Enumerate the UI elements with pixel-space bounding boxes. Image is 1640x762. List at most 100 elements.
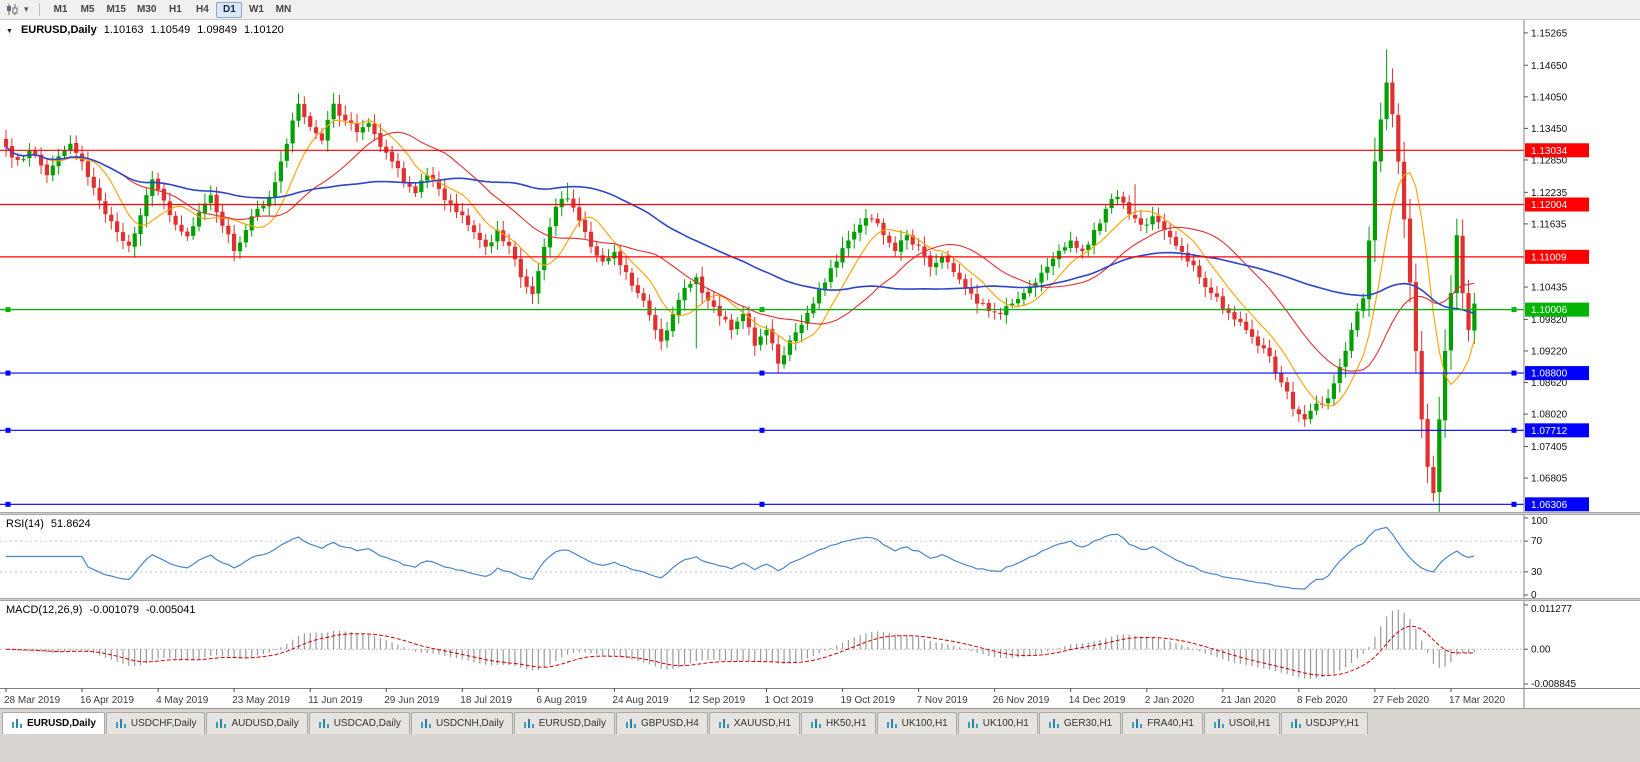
chart-tab-5[interactable]: EURUSD,Daily xyxy=(513,712,615,734)
chart-tab-14[interactable]: USDJPY,H1 xyxy=(1280,712,1369,734)
price-tick: 1.08620 xyxy=(1531,378,1568,389)
candlestick-chart-icon[interactable] xyxy=(5,3,20,16)
time-axis[interactable]: 28 Mar 2019 16 Apr 2019 4 May 2019 23 May 2… xyxy=(0,688,1640,708)
date-tick-label: 18 Jul 2019 xyxy=(460,695,512,706)
hline-handle[interactable] xyxy=(1511,427,1517,433)
chart-tab-icon xyxy=(718,719,729,728)
price-axis[interactable]: 1.15265 1.14650 1.14050 1.13450 1.12850 1.122… xyxy=(1523,20,1589,512)
hline-handle[interactable] xyxy=(759,370,765,376)
chart-tab-label: USDJPY,H1 xyxy=(1305,718,1360,729)
date-tick-label: 28 Mar 2019 xyxy=(4,695,61,706)
price-tick: 1.14650 xyxy=(1531,61,1568,72)
date-tick-label: 8 Feb 2020 xyxy=(1297,695,1348,706)
top-toolbar: ▾ M1 M5 M15 M30 H1 H4 D1 W1 MN xyxy=(0,0,1640,20)
macd-tick: 0.011277 xyxy=(1531,604,1572,615)
chart-tab-13[interactable]: USOil,H1 xyxy=(1203,712,1280,734)
chart-tab-label: UK100,H1 xyxy=(982,718,1029,729)
price-level-box-label: 1.13034 xyxy=(1531,146,1568,157)
timeframe-button-w1[interactable]: W1 xyxy=(243,2,269,18)
date-tick-label: 19 Oct 2019 xyxy=(841,695,896,706)
chart-tab-9[interactable]: UK100,H1 xyxy=(876,712,957,734)
chart-tab-11[interactable]: GER30,H1 xyxy=(1038,712,1122,734)
hline-handle[interactable] xyxy=(1511,307,1517,313)
price-tick: 1.12850 xyxy=(1531,155,1568,166)
chevron-down-icon[interactable]: ▾ xyxy=(24,4,29,14)
chart-tab-1[interactable]: USDCHF,Daily xyxy=(105,712,206,734)
hline-handle[interactable] xyxy=(5,307,11,313)
macd-indicator-canvas[interactable]: 0.011277 0.00 -0.008845 xyxy=(0,601,1640,688)
hline-handle[interactable] xyxy=(5,370,11,376)
chart-tab-label: GER30,H1 xyxy=(1063,718,1113,729)
hline-handle[interactable] xyxy=(759,501,765,507)
chart-tab-label: UK100,H1 xyxy=(901,718,948,729)
timeframe-button-m30[interactable]: M30 xyxy=(132,2,161,18)
timeframe-button-h1[interactable]: H1 xyxy=(162,2,188,18)
price-tick: 1.07405 xyxy=(1531,442,1568,453)
timeframe-button-m5[interactable]: M5 xyxy=(75,2,101,18)
timeframe-button-mn[interactable]: MN xyxy=(270,2,296,18)
pane-divider[interactable] xyxy=(0,598,1640,601)
timeframe-button-m15[interactable]: M15 xyxy=(102,2,131,18)
hline-handle[interactable] xyxy=(1511,501,1517,507)
chart-tab-label: USOil,H1 xyxy=(1228,718,1271,729)
window-bottom-strip xyxy=(0,734,1640,762)
chart-tab-10[interactable]: UK100,H1 xyxy=(957,712,1038,734)
pane-divider[interactable] xyxy=(0,512,1640,515)
chart-tab-6[interactable]: GBPUSD,H4 xyxy=(615,712,708,734)
chart-tab-label: GBPUSD,H4 xyxy=(640,718,699,729)
price-tick: 1.10435 xyxy=(1531,283,1568,294)
chart-tab-icon xyxy=(216,719,227,728)
moving-average-21 xyxy=(5,131,1475,372)
date-tick-label: 14 Dec 2019 xyxy=(1069,695,1126,706)
chart-tab-label: USDCHF,Daily xyxy=(130,718,197,729)
chart-tab-icon xyxy=(318,719,329,728)
chart-tab-label: AUDUSD,Daily xyxy=(231,718,299,729)
price-tick: 1.13450 xyxy=(1531,124,1568,135)
chart-tab-label: EURUSD,Daily xyxy=(27,718,96,729)
date-tick-label: 12 Sep 2019 xyxy=(688,695,745,706)
chart-tab-3[interactable]: USDCAD,Daily xyxy=(308,712,410,734)
chart-tab-8[interactable]: HK50,H1 xyxy=(801,712,876,734)
date-tick-label: 16 Apr 2019 xyxy=(80,695,134,706)
chart-tab-2[interactable]: AUDUSD,Daily xyxy=(206,712,308,734)
date-tick-label: 11 Jun 2019 xyxy=(308,695,363,706)
price-level-box xyxy=(1525,249,1589,264)
price-tick: 1.15265 xyxy=(1531,28,1568,39)
hline-handle[interactable] xyxy=(5,501,11,507)
price-level-box xyxy=(1525,197,1589,212)
chart-tab-12[interactable]: FRA40,H1 xyxy=(1122,712,1203,734)
timeframe-button-d1[interactable]: D1 xyxy=(216,1,243,18)
price-level-box xyxy=(1525,366,1589,381)
chart-tab-label: HK50,H1 xyxy=(826,718,867,729)
chart-tab-0[interactable]: EURUSD,Daily xyxy=(2,712,105,734)
chart-tab-icon xyxy=(1132,719,1143,728)
date-tick-label: 2 Jan 2020 xyxy=(1145,695,1195,706)
chart-tab-icon xyxy=(1048,719,1059,728)
date-tick-label: 29 Jun 2019 xyxy=(384,695,439,706)
price-level-box xyxy=(1525,497,1589,512)
chart-tab-label: USDCNH,Daily xyxy=(435,718,504,729)
chart-tab-icon xyxy=(811,719,822,728)
macd-signal-line xyxy=(5,625,1475,677)
hline-handle[interactable] xyxy=(1511,370,1517,376)
price-tick: 1.12235 xyxy=(1531,188,1568,199)
price-tick: 1.08020 xyxy=(1531,410,1568,421)
price-tick: 1.11635 xyxy=(1531,219,1567,230)
rsi-line xyxy=(6,526,1475,590)
chart-tab-4[interactable]: USDCNH,Daily xyxy=(410,712,513,734)
timeframe-button-m1[interactable]: M1 xyxy=(48,2,74,18)
timeframe-button-h4[interactable]: H4 xyxy=(189,2,215,18)
hline-handle[interactable] xyxy=(5,427,11,433)
horizontal-levels xyxy=(0,149,1524,507)
chart-tab-7[interactable]: XAUUSD,H1 xyxy=(708,712,801,734)
price-level-box-label: 1.12004 xyxy=(1531,200,1568,211)
rsi-tick: 0 xyxy=(1531,590,1537,598)
chart-tab-icon xyxy=(1213,719,1224,728)
rsi-tick: 70 xyxy=(1531,536,1543,547)
rsi-indicator-canvas[interactable]: 100 70 30 0 xyxy=(0,515,1640,598)
chart-tab-icon xyxy=(886,719,897,728)
price-chart-canvas[interactable]: 1.15265 1.14650 1.14050 1.13450 1.12850 1.122… xyxy=(0,20,1640,512)
hline-handle[interactable] xyxy=(759,307,765,313)
price-level-box xyxy=(1525,302,1589,317)
hline-handle[interactable] xyxy=(759,427,765,433)
